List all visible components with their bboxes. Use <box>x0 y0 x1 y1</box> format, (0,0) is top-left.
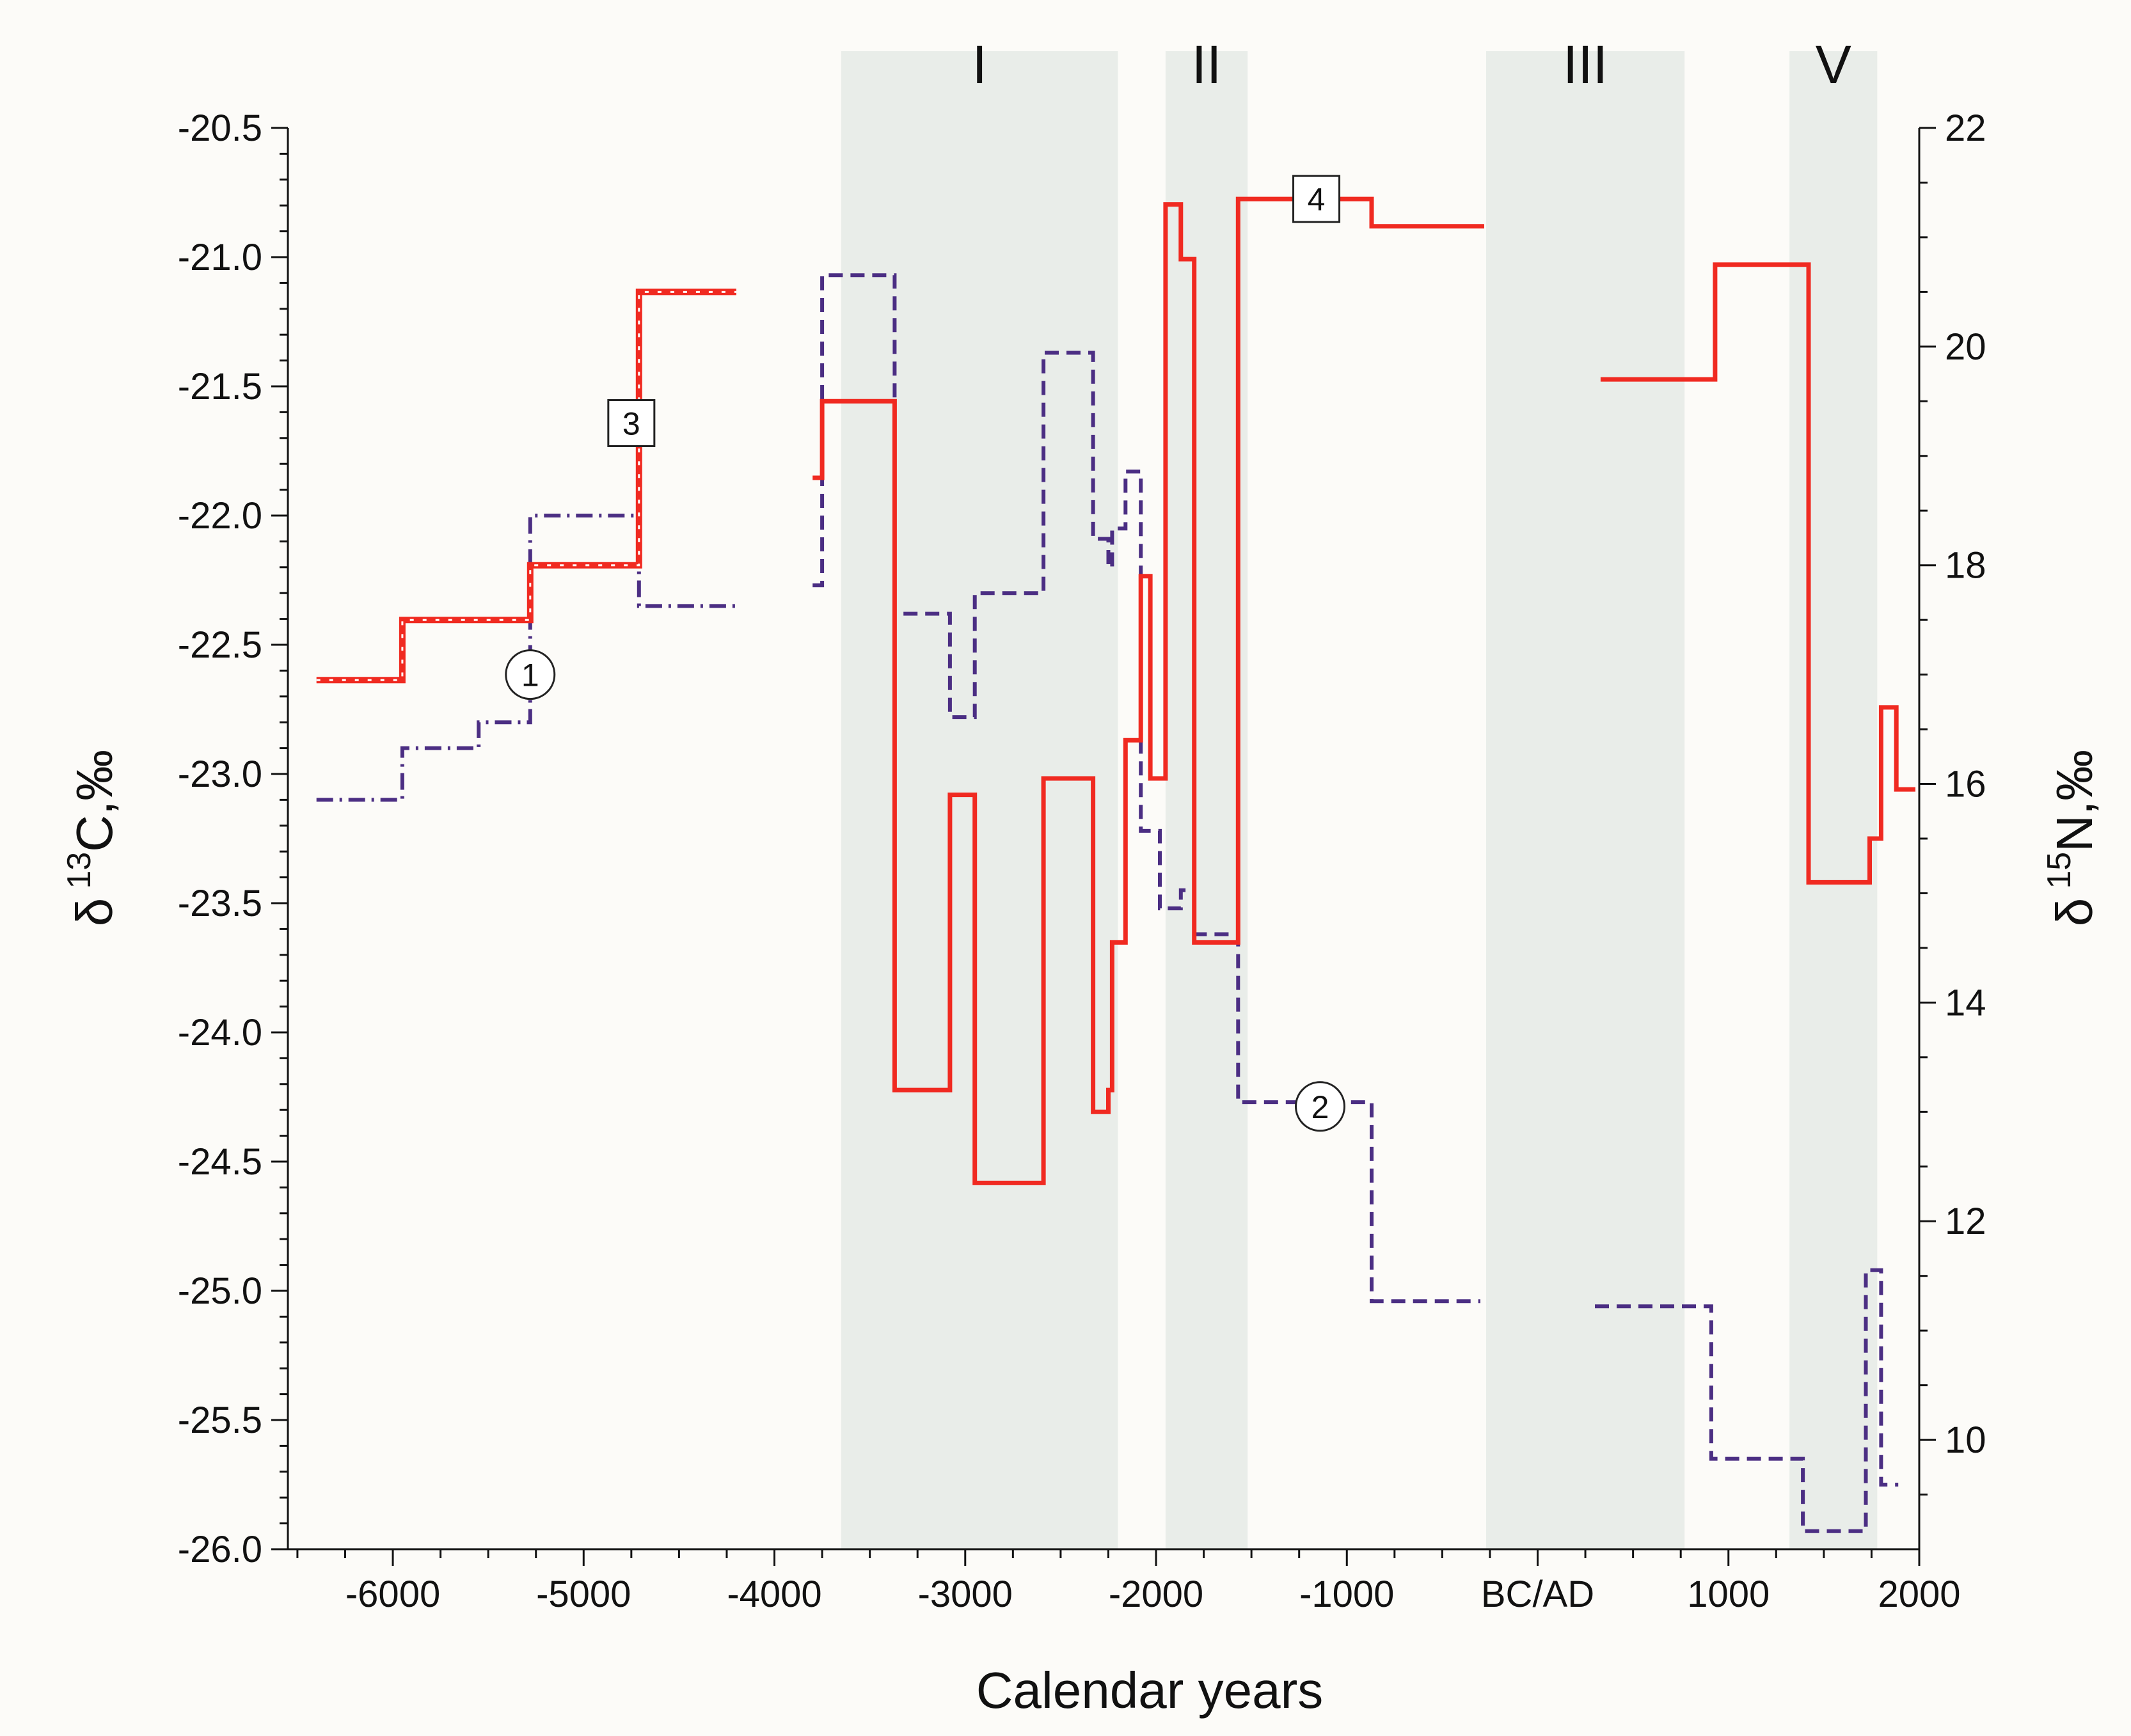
y-right-tick-label: 22 <box>1945 107 1986 149</box>
y-right-tick-label: 12 <box>1945 1201 1986 1242</box>
band-rect-4 <box>1789 51 1878 1549</box>
x-tick-label: -2000 <box>1109 1574 1203 1615</box>
x-axis-title: Calendar years <box>976 1662 1324 1719</box>
data-series <box>316 196 1915 1533</box>
x-tick-label: -1000 <box>1299 1574 1394 1615</box>
y-left-tick-label: -23.0 <box>178 754 262 795</box>
axes: -6000 -5000 -4000 -3000 -2000 -1000 BC/AD 1000 2… <box>178 107 1986 1615</box>
marker-circle-1 <box>505 649 556 700</box>
x-tick-label: 2000 <box>1878 1574 1960 1615</box>
y-left-tick-label: -26.0 <box>178 1529 262 1570</box>
series-4-line <box>812 196 1484 1185</box>
y-left-tick-label: -25.5 <box>178 1400 262 1441</box>
series-3-line <box>316 288 736 684</box>
band-label-2: II <box>1192 35 1222 95</box>
marker-label-3: 3 <box>622 406 640 441</box>
y-left-tick-label: -24.5 <box>178 1141 262 1183</box>
series-markers: 1 3 4 2 <box>505 175 1346 1132</box>
band-rect-1 <box>841 51 1118 1549</box>
y-left-tick-label: -22.5 <box>178 624 262 666</box>
y-axis-left-title: δ13C,‰ <box>61 750 123 926</box>
y-right-tick-label: 16 <box>1945 764 1986 805</box>
marker-circle-2 <box>1295 1081 1346 1132</box>
x-tick-label: -4000 <box>727 1574 821 1615</box>
marker-label-1: 1 <box>521 658 539 693</box>
x-tick-label: -5000 <box>536 1574 631 1615</box>
y-right-tick-label: 20 <box>1945 326 1986 368</box>
y-axis-right-title: δ15N,‰ <box>2041 750 2103 926</box>
marker-label-4: 4 <box>1308 182 1326 217</box>
series-4-line <box>1600 262 1915 885</box>
shaded-periods: I II III V <box>841 35 1878 1549</box>
marker-square-3 <box>607 398 656 447</box>
y-right-tick-label: 10 <box>1945 1419 1986 1461</box>
y-left-tick-label: -25.0 <box>178 1270 262 1312</box>
band-label-4: V <box>1816 35 1851 95</box>
y-right-tick-label: 14 <box>1945 982 1986 1023</box>
y-right-tick-label: 18 <box>1945 545 1986 587</box>
marker-label-2: 2 <box>1311 1089 1329 1125</box>
band-rect-2 <box>1165 51 1248 1549</box>
x-tick-label: BC/AD <box>1481 1574 1594 1615</box>
y-left-tick-label: -21.0 <box>178 237 262 278</box>
band-rect-3 <box>1485 51 1685 1549</box>
y-left-tick-label: -22.0 <box>178 495 262 537</box>
y-left-tick-label: -20.5 <box>178 107 262 149</box>
series-2-line <box>1595 1268 1899 1533</box>
x-tick-label: -6000 <box>345 1574 440 1615</box>
x-tick-label: 1000 <box>1687 1574 1770 1615</box>
y-left-tick-label: -23.5 <box>178 883 262 924</box>
marker-square-4 <box>1292 175 1341 223</box>
y-left-tick-label: -24.0 <box>178 1012 262 1053</box>
x-tick-label: -3000 <box>918 1574 1013 1615</box>
y-left-tick-label: -21.5 <box>178 366 262 407</box>
band-label-3: III <box>1563 35 1608 95</box>
band-label-1: I <box>972 35 986 95</box>
